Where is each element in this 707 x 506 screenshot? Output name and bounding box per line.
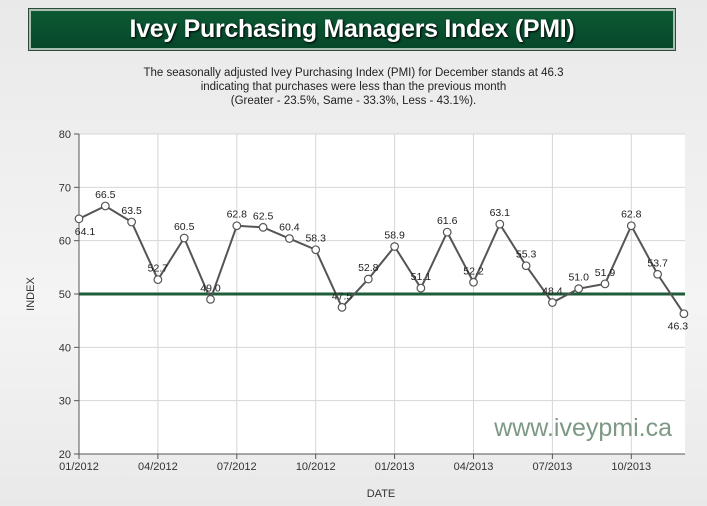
data-point (179, 233, 189, 243)
title-banner: Ivey Purchasing Managers Index (PMI) (29, 9, 675, 50)
data-point (206, 294, 215, 304)
description: The seasonally adjusted Ivey Purchasing … (0, 66, 707, 108)
description-line-3: (Greater - 23.5%, Same - 33.3%, Less - 4… (230, 95, 477, 107)
x-tick-label: 07/2013 (533, 461, 573, 473)
data-point (390, 242, 400, 251)
data-label: 48.4 (542, 286, 563, 298)
data-point (548, 298, 557, 307)
data-point (442, 227, 452, 237)
series-line (78, 204, 685, 315)
data-label: 60.5 (174, 221, 195, 233)
x-tick-label: 04/2012 (138, 461, 178, 473)
x-axis-title: DATE (367, 488, 396, 500)
description-line-1: The seasonally adjusted Ivey Purchasing … (143, 67, 564, 79)
data-point (258, 222, 268, 232)
data-label: 55.3 (516, 249, 537, 261)
data-label: 49.0 (200, 282, 221, 294)
y-tick-label: 80 (59, 129, 71, 141)
data-point (626, 221, 636, 231)
watermark: www.iveypmi.ca (493, 414, 672, 442)
x-tick-label: 10/2012 (296, 461, 336, 473)
data-label: 46.3 (668, 321, 689, 333)
data-point (679, 309, 689, 319)
y-tick-label: 20 (59, 449, 71, 461)
page-title: Ivey Purchasing Managers Index (PMI) (129, 15, 575, 43)
data-label: 61.6 (437, 215, 458, 227)
data-label: 51.9 (595, 267, 616, 279)
data-label: 66.5 (95, 189, 116, 201)
data-label: 52.2 (463, 265, 484, 277)
data-label: 63.5 (121, 205, 142, 217)
data-label: 47.5 (332, 290, 353, 302)
y-tick-label: 40 (59, 342, 71, 354)
data-label: 52.8 (358, 262, 379, 274)
data-point (469, 277, 478, 287)
y-tick-label: 50 (59, 289, 71, 301)
y-tick-label: 70 (59, 182, 71, 194)
data-point (127, 217, 137, 227)
data-label: 53.7 (647, 257, 668, 269)
data-label: 62.8 (227, 209, 248, 221)
description-line-2: indicating that purchases were less than… (200, 81, 507, 93)
y-tick-label: 60 (59, 236, 71, 248)
x-tick-label: 10/2013 (611, 461, 651, 473)
data-point (653, 269, 662, 279)
data-label: 58.3 (305, 233, 326, 245)
data-label: 51.0 (568, 272, 589, 284)
data-point (600, 279, 610, 289)
data-label: 58.9 (384, 230, 405, 242)
x-tick-label: 01/2012 (59, 461, 99, 473)
data-point (153, 275, 163, 285)
data-point (285, 234, 294, 243)
data-label: 60.4 (279, 222, 300, 234)
x-tick-label: 04/2013 (454, 461, 494, 473)
data-label: 52.7 (148, 263, 169, 275)
data-point (100, 201, 110, 211)
data-label: 63.1 (490, 207, 511, 219)
x-tick-label: 07/2012 (217, 461, 257, 473)
data-point (416, 283, 426, 293)
x-tick-label: 01/2013 (375, 461, 415, 473)
data-point (521, 261, 531, 271)
data-point (74, 214, 84, 224)
data-label: 64.1 (75, 226, 96, 238)
data-point (495, 219, 505, 229)
data-point (337, 302, 347, 312)
y-tick-label: 30 (59, 396, 71, 408)
data-point (363, 274, 373, 284)
data-point (574, 284, 584, 294)
y-axis-title: INDEX (25, 277, 37, 311)
data-label: 51.1 (411, 271, 432, 283)
data-point (311, 245, 321, 255)
data-label: 62.8 (621, 209, 642, 221)
data-point (232, 221, 242, 231)
data-label: 62.5 (253, 210, 274, 222)
